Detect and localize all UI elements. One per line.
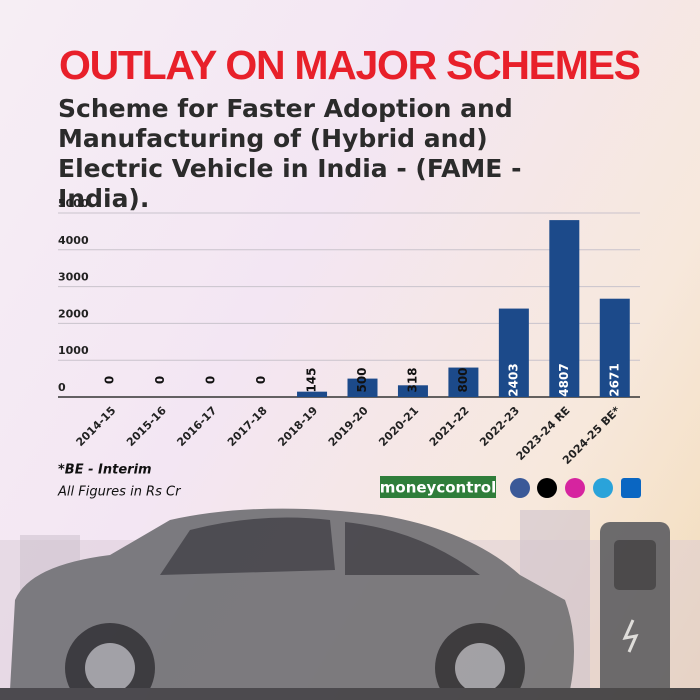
bar	[297, 391, 328, 397]
bar	[448, 367, 479, 397]
x-tick-label: 2018-19	[275, 404, 320, 449]
x-tick-label: 2022-23	[477, 404, 522, 449]
scene	[0, 508, 700, 700]
bar	[347, 378, 378, 397]
value-label: 4807	[557, 363, 571, 396]
bar	[498, 308, 529, 397]
x-tick-label: 2016-17	[174, 404, 219, 449]
y-tick-label: 5000	[58, 197, 89, 210]
x-tick-label: 2017-18	[225, 404, 270, 449]
bar	[397, 385, 428, 397]
y-tick-label: 4000	[58, 234, 89, 247]
value-label: 145	[305, 367, 319, 392]
note: All Figures in Rs Cr	[57, 485, 182, 500]
y-tick-label: 3000	[58, 271, 89, 284]
bar	[599, 298, 630, 397]
x-tick-label: 2015-16	[124, 404, 169, 449]
value-label: 0	[153, 376, 167, 384]
brand: moneycontrol	[380, 479, 496, 497]
value-label: 2403	[506, 363, 520, 396]
chart-subtitle: Scheme for Faster Adoption and Manufactur…	[58, 94, 521, 213]
bar	[549, 220, 580, 397]
chart-title: OUTLAY ON MAJOR SCHEMES	[59, 42, 641, 88]
value-label: 500	[355, 367, 369, 392]
value-label: 0	[254, 376, 268, 384]
value-label: 800	[456, 367, 470, 392]
y-tick-label: 0	[58, 381, 66, 394]
y-tick-label: 1000	[58, 344, 89, 357]
x-tick-label: 2014-15	[74, 404, 119, 449]
value-label: 0	[103, 376, 117, 384]
value-label: 318	[405, 367, 419, 392]
note: *BE - Interim	[58, 463, 152, 478]
value-label: 0	[204, 376, 218, 384]
x-tick-label: 2020-21	[376, 404, 421, 449]
y-tick-label: 2000	[58, 307, 89, 320]
brand-box	[380, 476, 496, 498]
value-label: 2671	[607, 363, 621, 396]
social-icons	[510, 478, 641, 498]
x-tick-label: 2021-22	[427, 404, 472, 449]
x-tick-label: 2019-20	[326, 404, 371, 449]
